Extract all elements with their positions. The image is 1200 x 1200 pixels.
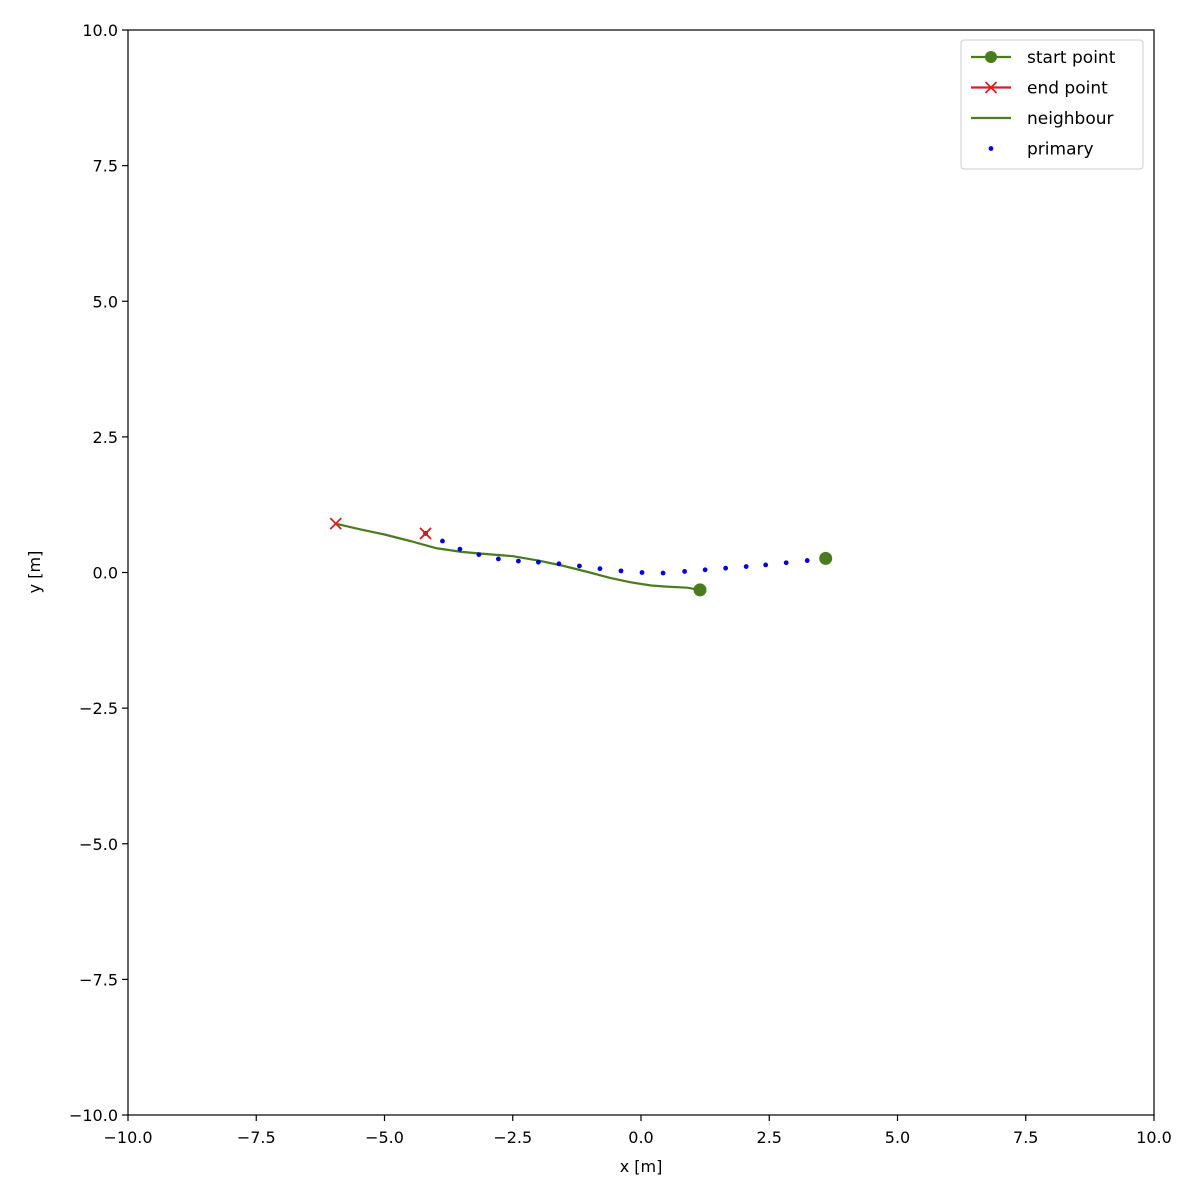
legend: start point end point neighbour primary — [960, 39, 1144, 170]
y-tick-label: −2.5 — [79, 699, 118, 718]
primary-point — [495, 556, 501, 562]
x-tick-label: 10.0 — [1136, 1128, 1172, 1147]
x-axis-label: x [m] — [620, 1157, 663, 1176]
primary-point — [660, 570, 666, 576]
y-tick-label: −10.0 — [69, 1106, 118, 1125]
x-tick-label: 2.5 — [757, 1128, 782, 1147]
legend-label: end point — [1027, 79, 1108, 99]
primary-point — [556, 561, 562, 567]
primary-point — [618, 568, 624, 574]
primary-point — [783, 560, 789, 566]
legend-item: primary — [988, 140, 1094, 160]
primary-point — [639, 570, 645, 575]
legend-dot-marker — [988, 146, 994, 151]
y-tick-label: 0.0 — [93, 564, 118, 583]
primary-point — [723, 565, 729, 571]
end-point-marker — [329, 517, 342, 530]
start-point-marker — [819, 551, 833, 565]
x-tick-label: −7.5 — [237, 1128, 276, 1147]
primary-point — [763, 562, 769, 568]
legend-label: start point — [1027, 48, 1116, 68]
y-tick-label: 5.0 — [93, 292, 118, 311]
y-tick-label: −5.0 — [79, 835, 118, 854]
primary-point — [577, 563, 582, 569]
legend-box — [960, 39, 1144, 170]
x-tick-label: 0.0 — [628, 1128, 653, 1147]
markers-layer — [329, 517, 833, 597]
x-tick-label: −5.0 — [365, 1128, 404, 1147]
y-axis-label: y [m] — [25, 551, 44, 594]
legend-label: neighbour — [1027, 109, 1113, 129]
x-axis-ticks: −10.0 −7.5 −5.0 −2.5 0.0 2.5 5.0 7.5 10.0 — [103, 1115, 1172, 1147]
end-point-stroke — [329, 517, 342, 530]
primary-point — [515, 558, 521, 564]
primary-point — [702, 567, 708, 573]
x-tick-label: −10.0 — [103, 1128, 152, 1147]
legend-x-marker — [984, 81, 998, 94]
primary-point — [476, 552, 482, 557]
y-tick-label: 2.5 — [93, 428, 118, 447]
y-tick-label: 7.5 — [93, 157, 118, 176]
y-axis-ticks: −10.0 −7.5 −5.0 −2.5 0.0 2.5 5.0 7.5 10.0 — [69, 21, 128, 1125]
primary-point — [440, 538, 445, 544]
x-tick-label: −2.5 — [493, 1128, 532, 1147]
legend-label: primary — [1027, 140, 1094, 160]
primary-point — [457, 546, 463, 552]
start-point-marker — [693, 583, 707, 597]
primary-point — [536, 559, 541, 565]
primary-point — [743, 564, 749, 569]
legend-circle-marker — [985, 51, 997, 63]
primary-point — [804, 558, 810, 563]
primary-point — [682, 569, 688, 574]
x-tick-label: 7.5 — [1013, 1128, 1038, 1147]
legend-item: start point — [971, 48, 1116, 68]
x-tick-label: 5.0 — [885, 1128, 910, 1147]
legend-item: neighbour — [971, 109, 1113, 129]
y-tick-label: 10.0 — [82, 21, 118, 40]
y-tick-label: −7.5 — [79, 970, 118, 989]
end-point-marker — [419, 527, 432, 540]
end-point-stroke — [419, 527, 432, 540]
legend-item: end point — [971, 79, 1108, 99]
primary-point — [597, 566, 603, 572]
